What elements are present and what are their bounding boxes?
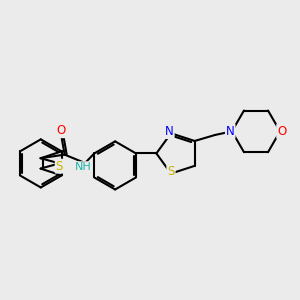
Text: NH: NH xyxy=(75,162,92,172)
Text: N: N xyxy=(165,125,174,138)
Text: O: O xyxy=(56,124,66,137)
Text: O: O xyxy=(277,125,286,138)
Text: S: S xyxy=(167,165,175,178)
Text: N: N xyxy=(226,125,235,138)
Text: S: S xyxy=(56,160,63,173)
